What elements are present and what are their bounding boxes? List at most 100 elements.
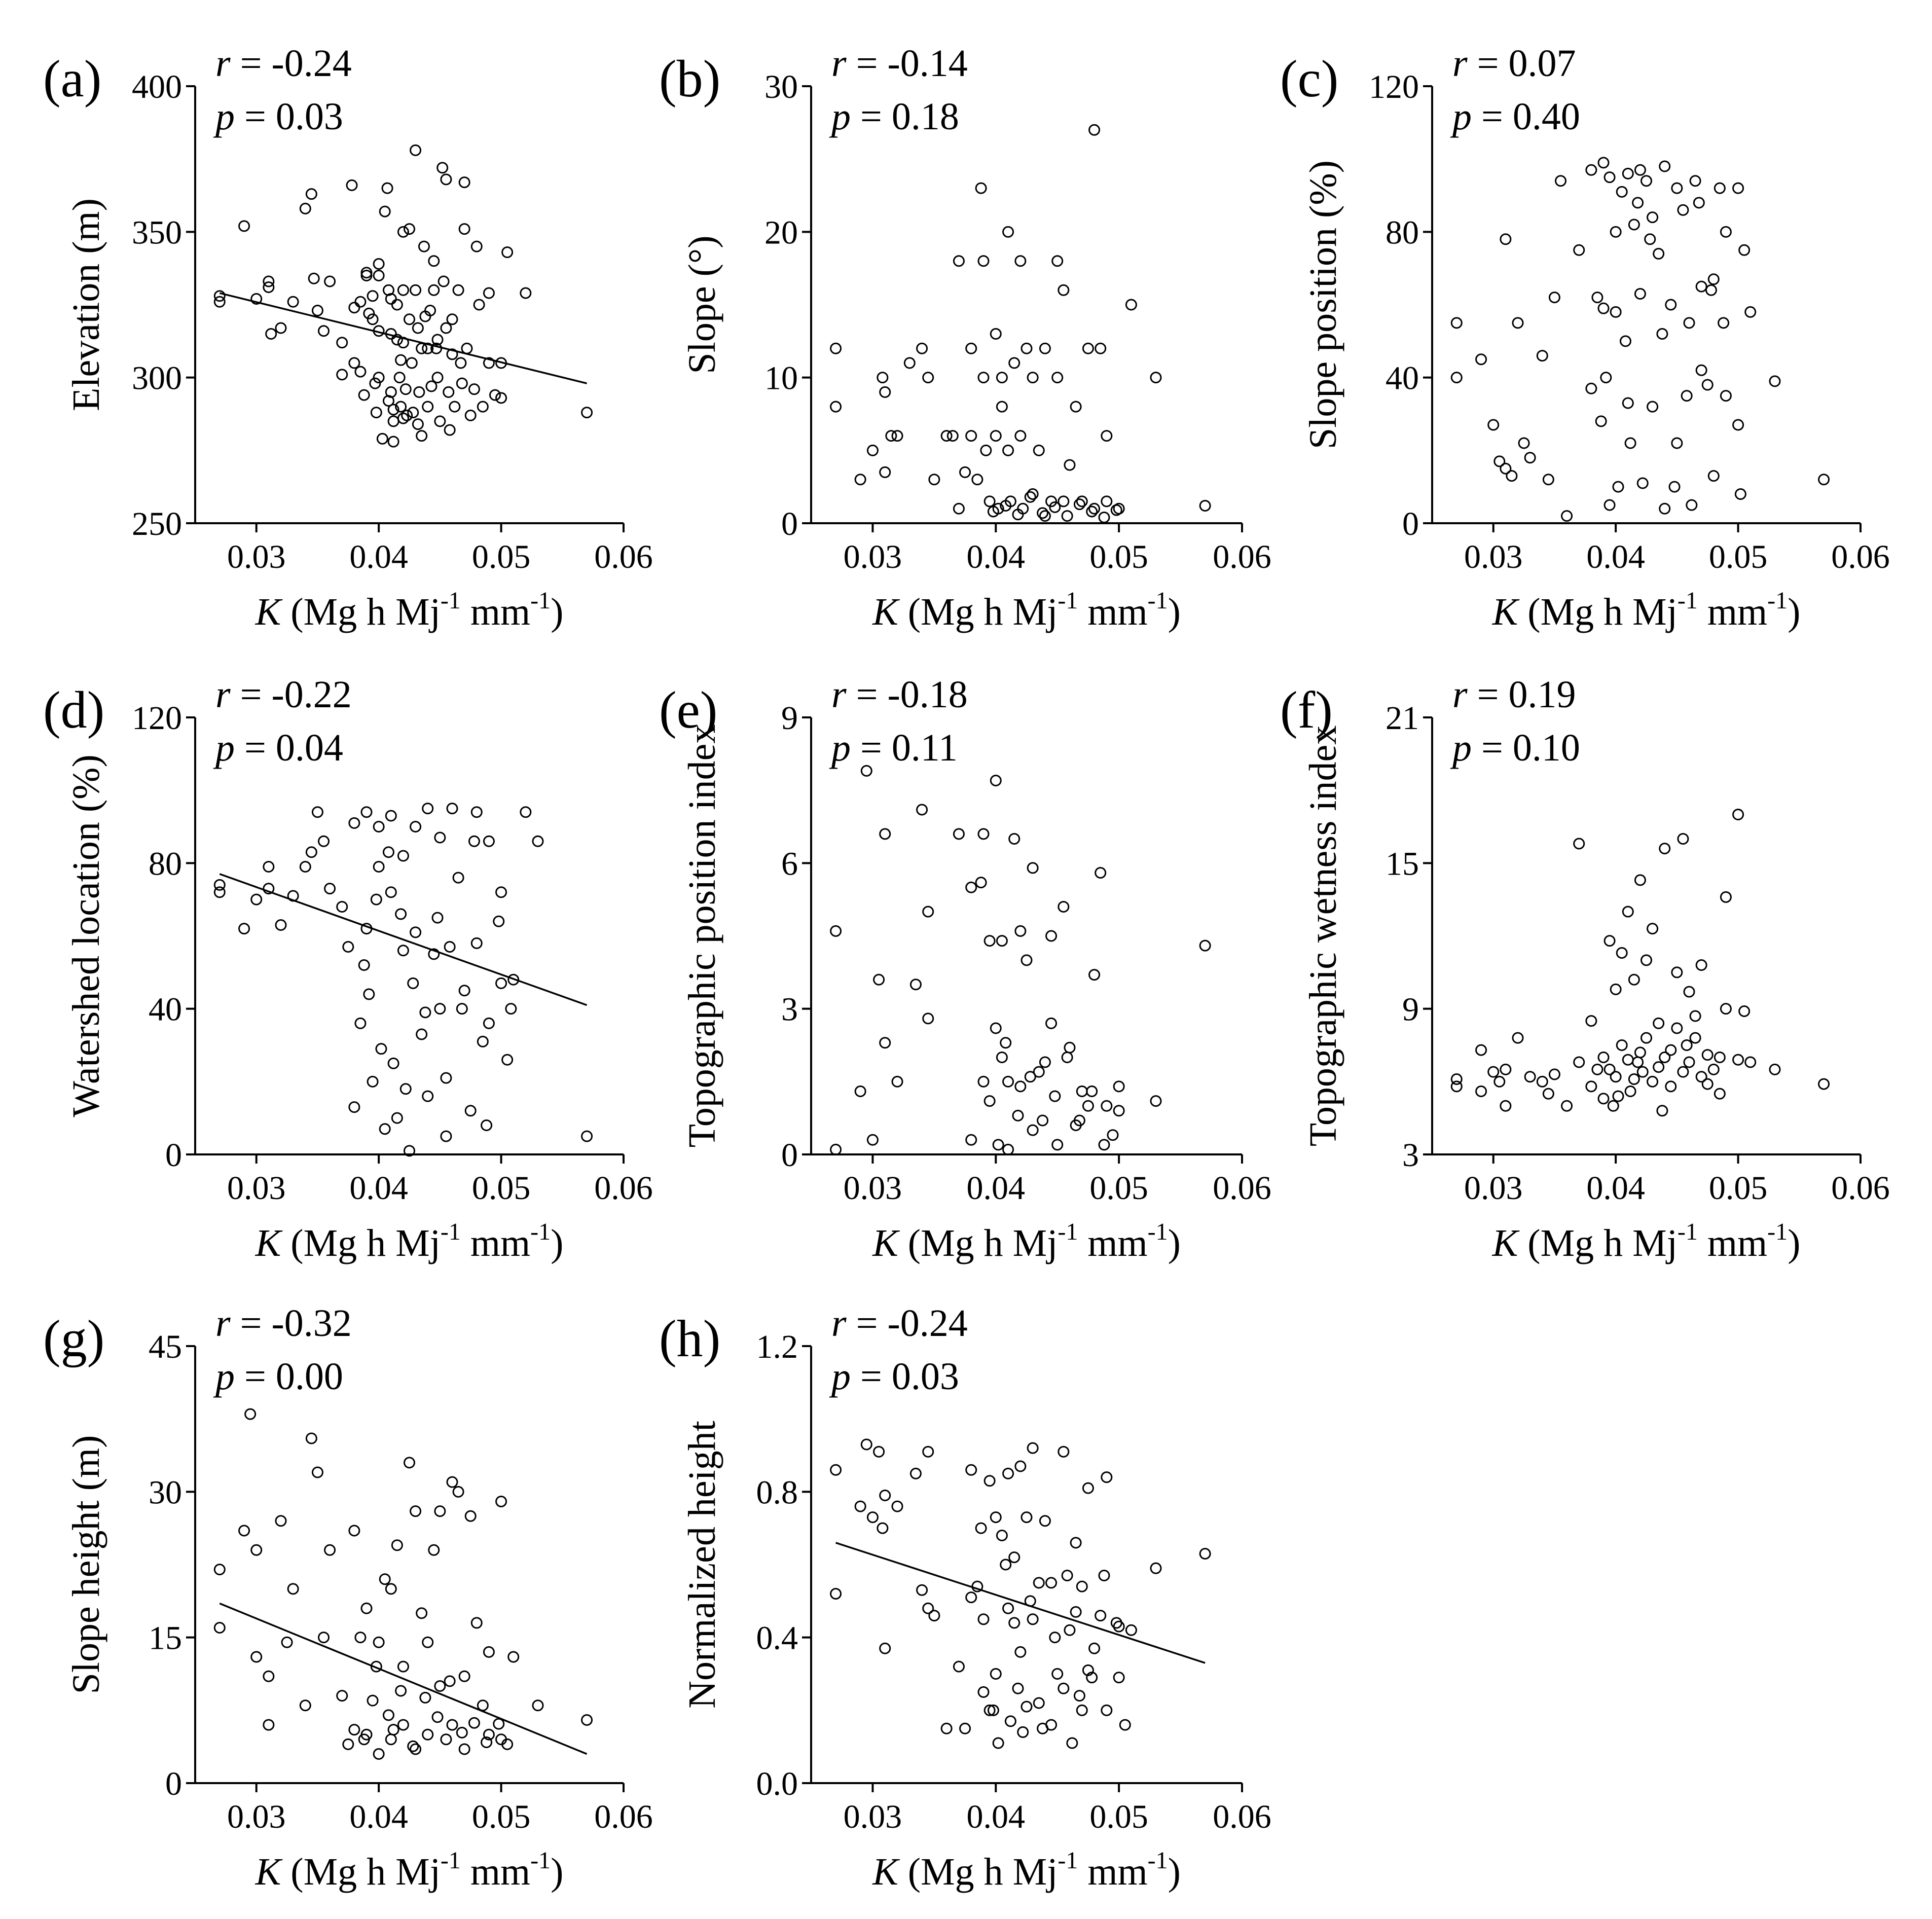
data-point <box>382 395 394 407</box>
data-point <box>238 220 250 232</box>
data-point <box>1683 317 1695 329</box>
y-tick-label: 0 <box>165 1137 182 1174</box>
data-point <box>879 466 891 478</box>
data-point <box>916 804 928 816</box>
data-point <box>1450 317 1463 329</box>
data-point <box>860 765 872 777</box>
data-point <box>422 1728 434 1741</box>
data-point <box>1113 1672 1125 1684</box>
data-point <box>1573 1056 1585 1068</box>
data-point <box>431 912 444 924</box>
data-point <box>446 803 458 815</box>
y-tick-label: 0 <box>781 1137 798 1174</box>
data-point <box>1008 832 1020 845</box>
data-point <box>1612 1090 1624 1102</box>
panel-label: (a) <box>43 50 101 108</box>
data-point <box>369 377 381 389</box>
data-point <box>452 284 464 296</box>
data-point <box>385 328 397 340</box>
data-point <box>1653 1061 1665 1073</box>
data-point <box>1017 1726 1029 1738</box>
data-point <box>1493 455 1506 467</box>
data-point <box>412 322 424 334</box>
data-point <box>1045 1719 1058 1731</box>
data-point <box>358 1733 370 1746</box>
data-point <box>1705 284 1717 296</box>
data-point <box>1014 430 1027 442</box>
data-point <box>1707 1063 1720 1075</box>
data-point <box>1585 1015 1597 1027</box>
data-point <box>996 401 1008 413</box>
data-point <box>520 806 532 818</box>
data-point <box>1070 401 1082 413</box>
data-point <box>1714 182 1726 194</box>
data-point <box>360 923 373 935</box>
data-point <box>360 806 373 818</box>
data-point <box>1101 495 1113 508</box>
data-point <box>1681 390 1693 402</box>
data-point <box>393 372 406 384</box>
data-point <box>922 906 934 918</box>
x-tick-label: 0.05 <box>1089 1798 1148 1835</box>
data-point <box>434 831 446 844</box>
data-point <box>413 386 425 398</box>
data-point <box>1199 1547 1211 1560</box>
data-point <box>1659 843 1671 855</box>
data-point <box>1616 947 1628 959</box>
data-point <box>1086 1085 1098 1097</box>
data-point <box>397 226 409 238</box>
data-point <box>1061 1051 1073 1063</box>
data-point <box>879 1642 891 1654</box>
x-tick-label: 0.04 <box>349 538 408 575</box>
data-point <box>1695 364 1707 376</box>
y-tick-label: 0 <box>781 505 798 542</box>
data-point <box>983 1704 996 1716</box>
data-point <box>1037 1114 1049 1127</box>
x-tick-label: 0.03 <box>844 538 902 575</box>
data-point <box>1597 1093 1610 1105</box>
y-tick-label: 20 <box>764 214 798 251</box>
data-point <box>1014 925 1027 937</box>
data-point <box>263 281 275 294</box>
data-point <box>1720 1003 1732 1015</box>
data-point <box>959 466 971 478</box>
x-axis-label: K (Mg h Mj-1 mm-1) <box>255 587 564 633</box>
data-point <box>495 1495 507 1507</box>
data-point <box>1008 357 1020 369</box>
data-point <box>866 1511 879 1524</box>
x-axis-label: K (Mg h Mj-1 mm-1) <box>1492 1218 1801 1264</box>
data-point <box>324 275 336 287</box>
panel-label: (h) <box>659 1310 720 1368</box>
data-point <box>440 322 452 334</box>
data-point <box>1681 1039 1693 1051</box>
data-point <box>456 1003 468 1015</box>
data-point <box>495 886 507 898</box>
y-axis-label: Normalized height <box>681 1421 723 1709</box>
r-annotation: r = -0.24 <box>215 42 352 85</box>
data-point <box>1597 1051 1610 1063</box>
data-point <box>879 828 891 840</box>
data-point <box>922 372 934 384</box>
data-point <box>1450 372 1463 384</box>
data-point <box>493 915 505 927</box>
data-point <box>1689 175 1701 187</box>
data-point <box>1020 1700 1033 1713</box>
data-point <box>461 342 473 354</box>
data-point <box>455 357 467 369</box>
data-point <box>1008 1617 1020 1629</box>
data-point <box>265 328 277 340</box>
data-point <box>213 296 226 308</box>
data-point <box>1689 1032 1701 1044</box>
data-point <box>1647 1075 1659 1088</box>
x-tick-label: 0.03 <box>227 1170 286 1207</box>
data-point <box>495 392 507 404</box>
data-point <box>422 803 434 815</box>
data-point <box>1542 1088 1554 1100</box>
data-point <box>1000 500 1012 512</box>
y-axis-label: Watershed location (%) <box>65 754 107 1117</box>
data-point <box>854 1500 866 1512</box>
data-point <box>311 1466 323 1478</box>
y-tick-label: 350 <box>132 214 182 251</box>
x-tick-label: 0.04 <box>967 1798 1026 1835</box>
